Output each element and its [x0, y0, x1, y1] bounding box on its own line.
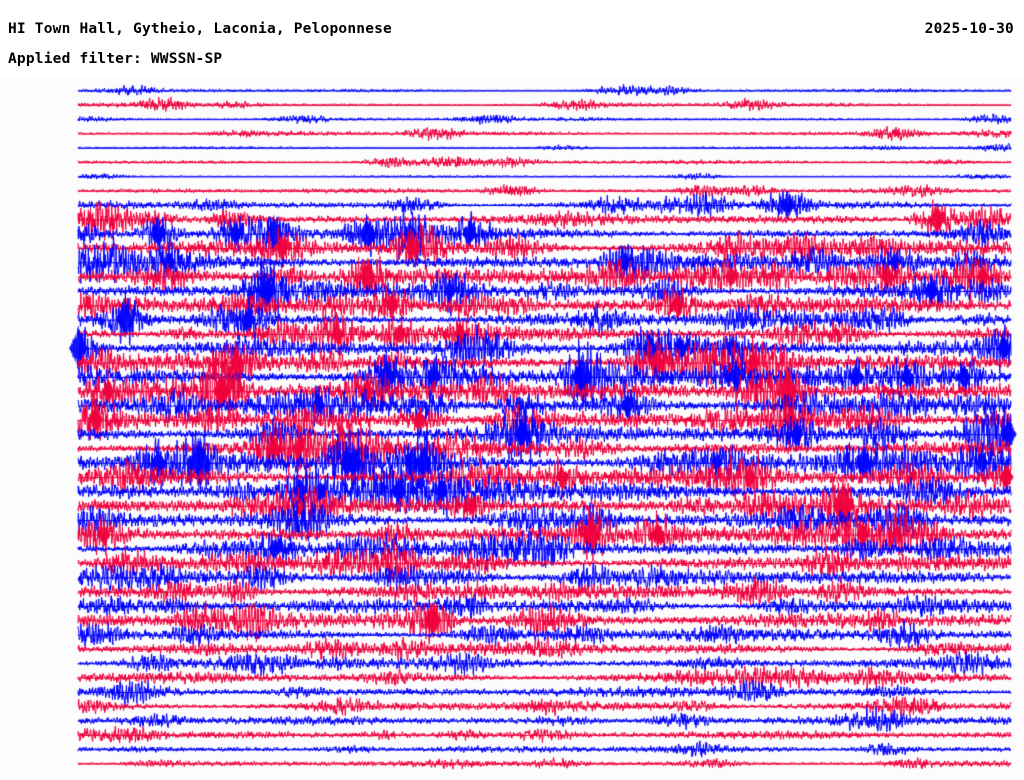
- seismogram-traces: [0, 0, 1024, 780]
- helicorder-page: HI Town Hall, Gytheio, Laconia, Peloponn…: [0, 0, 1024, 780]
